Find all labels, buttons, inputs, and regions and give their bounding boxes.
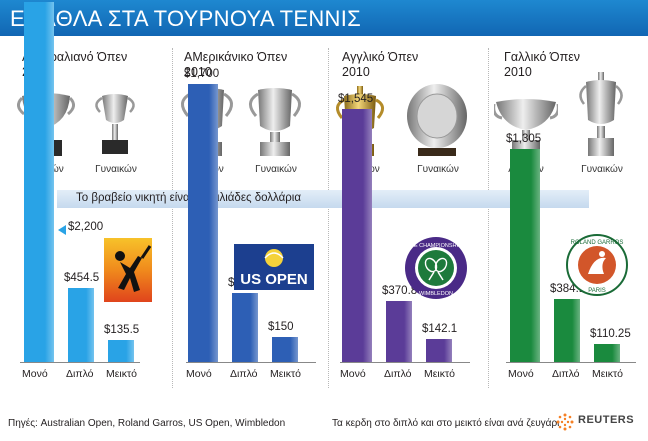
panel-divider — [488, 48, 489, 388]
category-label: Διπλό — [552, 368, 580, 380]
panel-us-open: ΑΜερικάνικο Όπεν 2010 — [180, 44, 338, 392]
panel-wimbledon: Αγγλικό Όπεν 2010 — [338, 44, 496, 392]
tournament-year: 2010 — [342, 65, 370, 79]
tournament-year: 2010 — [504, 65, 532, 79]
tournament-name: ΑΜερικάνικο Όπεν — [184, 50, 288, 64]
bar-value-label: $1,545 — [338, 93, 374, 106]
category-label: Διπλό — [230, 368, 258, 380]
reuters-brand: REUTERS — [578, 414, 635, 426]
bar-mixed — [108, 339, 134, 362]
bar-value-label: $110.25 — [590, 327, 631, 340]
roland-garros-logo-text-top: ROLAND GARROS — [571, 240, 624, 246]
source-note: Πηγές: Australian Open, Roland Garros, U… — [8, 418, 286, 429]
bar-value-label: $150 — [268, 321, 294, 334]
womens-trophy-icon — [249, 88, 301, 156]
womens-trophy-icon — [95, 94, 135, 154]
bar-value-label: $370.8 — [382, 285, 418, 298]
page-title: ΕΠΑΘΛΑ ΣΤΑ ΤΟΥΡΝΟΥΑ ΤΕΝΝΙΣ — [10, 6, 362, 31]
bar-doubles — [232, 293, 258, 362]
chart-baseline — [20, 362, 140, 363]
bar-singles — [342, 109, 372, 362]
bar-doubles — [386, 301, 412, 362]
us-open-logo-icon: US OPEN — [234, 244, 314, 290]
roland-garros-logo-icon: ROLAND GARROS PARIS — [566, 234, 628, 296]
header-bar — [0, 0, 648, 36]
trophy-label-women: Γυναικών — [95, 164, 137, 175]
australian-open-logo-icon — [104, 238, 152, 302]
trophy-label-women: Γυναικών — [255, 164, 297, 175]
wimbledon-logo-text-top: THE CHAMPIONSHIPS — [407, 243, 466, 249]
roland-garros-logo-text-bottom: PARIS — [588, 288, 606, 294]
bar-mixed — [426, 338, 452, 362]
bar-singles — [24, 2, 54, 362]
panel-divider — [328, 48, 329, 388]
category-label: Μονό — [186, 368, 212, 380]
category-label: Μονό — [22, 368, 48, 380]
category-label: Μονό — [340, 368, 366, 380]
bar-value-label: $454.5 — [64, 271, 100, 284]
pair-note: Τα κερδη στο διπλό και στο μεικτό είναι … — [332, 418, 560, 429]
us-open-logo-text: US OPEN — [240, 271, 308, 288]
bar-doubles — [68, 287, 94, 362]
womens-trophy-icon — [579, 72, 623, 156]
wimbledon-logo-text-bottom: WIMBLEDON — [419, 291, 453, 297]
chart-baseline — [340, 362, 470, 363]
bar-value-label: $1,700 — [184, 67, 220, 80]
panel-roland-garros: Γαλλικό Όπεν 2010 — [500, 44, 648, 392]
bar-singles — [510, 148, 540, 362]
tournament-name: Γαλλικό Όπεν — [504, 50, 581, 64]
bar-singles — [188, 83, 218, 362]
category-label: Μονό — [508, 368, 534, 380]
chart-baseline — [186, 362, 316, 363]
category-label: Διπλό — [384, 368, 412, 380]
category-label: Διπλό — [66, 368, 94, 380]
bar-doubles — [554, 299, 580, 362]
category-label: Μεικτό — [270, 368, 301, 380]
trophy-label-women: Γυναικών — [581, 164, 623, 175]
trophy-label-women: Γυναικών — [417, 164, 459, 175]
bar-mixed — [272, 337, 298, 362]
bar-value-label: $142.1 — [422, 322, 458, 335]
category-label: Μεικτό — [592, 368, 623, 380]
pointer-arrow-icon — [58, 225, 66, 235]
bar-mixed — [594, 343, 620, 362]
reuters-logo-icon — [556, 413, 574, 431]
womens-trophy-icon — [407, 84, 467, 156]
wimbledon-logo-icon: THE CHAMPIONSHIPS WIMBLEDON — [405, 237, 467, 299]
category-label: Μεικτό — [106, 368, 137, 380]
bar-value-label: $135.5 — [104, 323, 140, 336]
bar-value-label: $1,305 — [506, 132, 542, 145]
chart-baseline — [506, 362, 636, 363]
bar-value-label: $2,200 — [68, 221, 104, 233]
tournament-year: 2010 — [184, 65, 212, 79]
tournament-name: Αγγλικό Όπεν — [342, 50, 419, 64]
panel-divider — [172, 48, 173, 388]
category-label: Μεικτό — [424, 368, 455, 380]
